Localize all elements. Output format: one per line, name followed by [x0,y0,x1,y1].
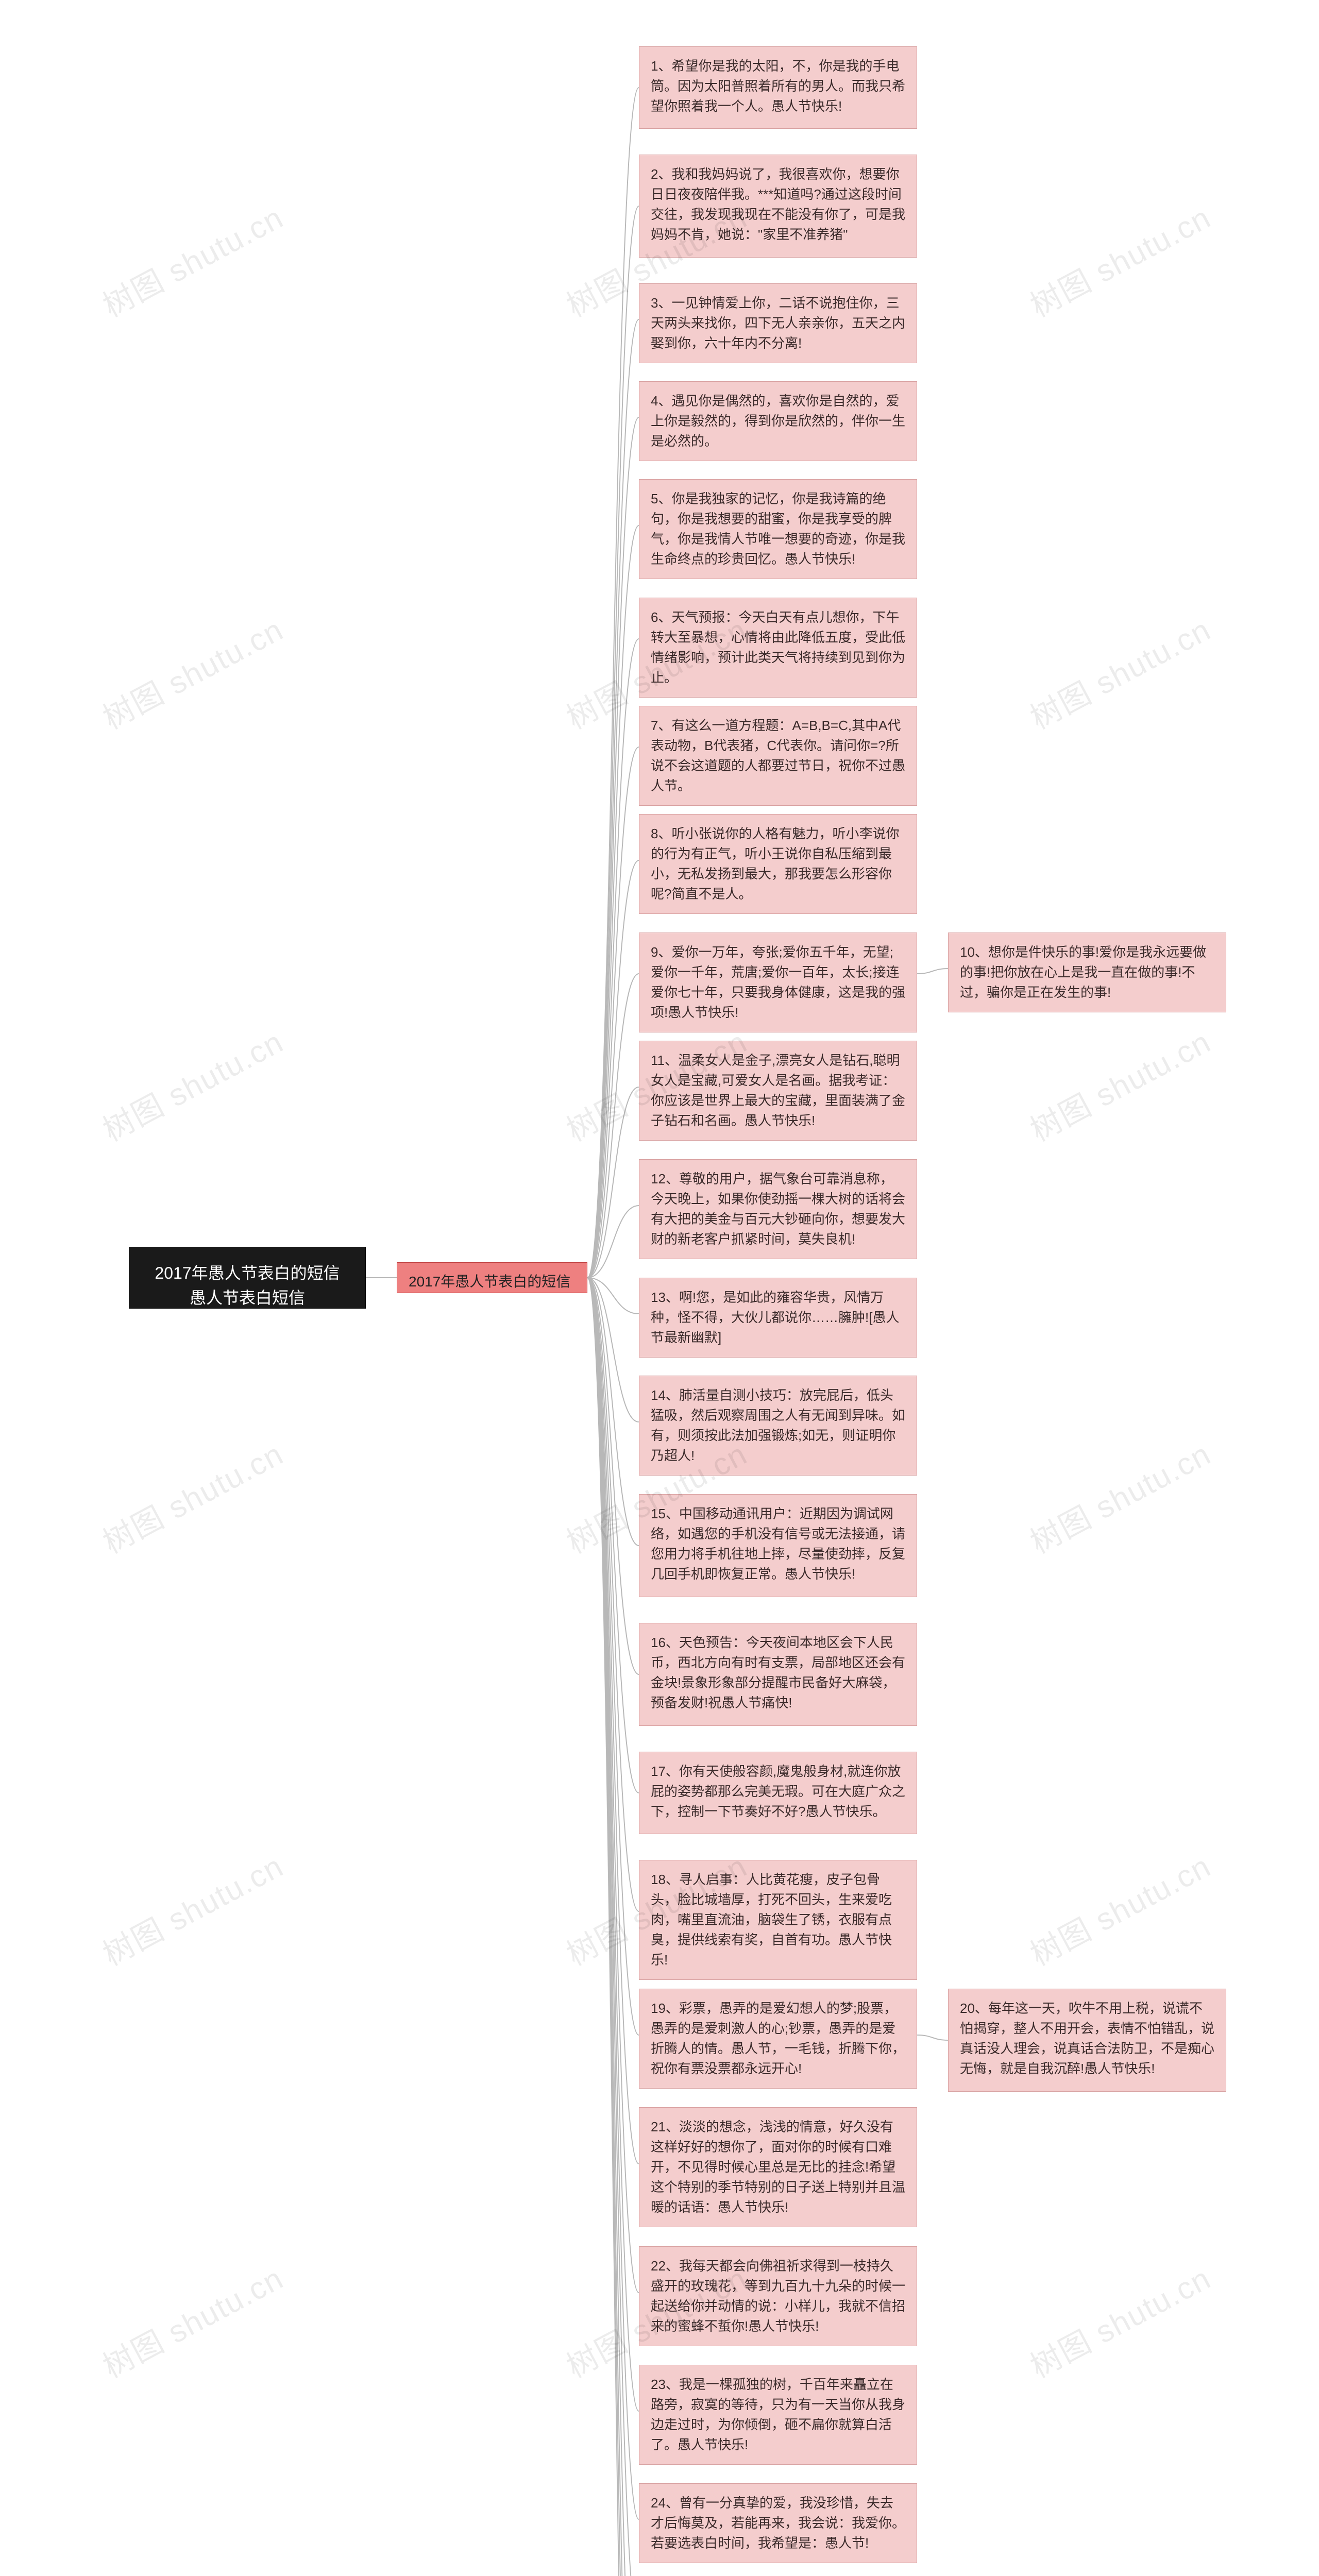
mindmap-canvas: 2017年愚人节表白的短信愚人节表白短信 2017年愚人节表白的短信 1、希望你… [0,0,1319,2576]
connector-path [587,1278,639,2576]
connector-path [587,974,639,1278]
connector-path [587,1278,639,2035]
connector-path [587,88,639,1278]
leaf-node[interactable]: 10、想你是件快乐的事!爱你是我永远要做的事!把你放在心上是我一直在做的事!不过… [948,933,1226,1012]
leaf-node[interactable]: 21、淡淡的想念，浅浅的情意，好久没有这样好好的想你了，面对你的时候有口难开，不… [639,2107,917,2227]
leaf-node[interactable]: 9、爱你一万年，夸张;爱你五千年，无望;爱你一千年，荒唐;爱你一百年，太长;接连… [639,933,917,1032]
level1-label: 2017年愚人节表白的短信 [409,1274,570,1290]
leaf-node[interactable]: 3、一见钟情爱上你，二话不说抱住你，三天两头来找你，四下无人亲亲你，五天之内娶到… [639,283,917,363]
leaf-text: 2、我和我妈妈说了，我很喜欢你，想要你日日夜夜陪伴我。***知道吗?通过这段时间… [651,166,905,242]
leaf-node[interactable]: 16、天色预告：今天夜间本地区会下人民币，西北方向有时有支票，局部地区还会有金块… [639,1623,917,1726]
leaf-text: 18、寻人启事：人比黄花瘦，皮子包骨头，脸比城墙厚，打死不回头，生来爱吃肉，嘴里… [651,1872,892,1968]
leaf-node[interactable]: 17、你有天使般容颜,魔鬼般身材,就连你放屁的姿势都那么完美无瑕。可在大庭广众之… [639,1752,917,1834]
leaf-text: 12、尊敬的用户，据气象台可靠消息称，今天晚上，如果你使劲摇一棵大树的话将会有大… [651,1171,905,1247]
leaf-text: 13、啊!您，是如此的雍容华贵，风情万种，怪不得，大伙儿都说你……臃肿![愚人节… [651,1290,899,1345]
connector-path [587,1278,639,1674]
leaf-text: 3、一见钟情爱上你，二话不说抱住你，三天两头来找你，四下无人亲亲你，五天之内娶到… [651,295,905,351]
connector-path [587,1278,639,1314]
connector-path [587,860,639,1278]
leaf-node[interactable]: 2、我和我妈妈说了，我很喜欢你，想要你日日夜夜陪伴我。***知道吗?通过这段时间… [639,155,917,258]
connector-path [587,1206,639,1278]
connector-path [587,1278,639,1911]
connector-path [587,1278,639,2411]
leaf-node[interactable]: 18、寻人启事：人比黄花瘦，皮子包骨头，脸比城墙厚，打死不回头，生来爱吃肉，嘴里… [639,1860,917,1980]
leaf-text: 14、肺活量自测小技巧：放完屁后，低头猛吸，然后观察周围之人有无闻到异味。如有，… [651,1387,905,1463]
connector-path [587,526,639,1278]
leaf-text: 1、希望你是我的太阳，不，你是我的手电筒。因为太阳普照着所有的男人。而我只希望你… [651,58,905,114]
leaf-node[interactable]: 24、曾有一分真挚的爱，我没珍惜，失去才后悔莫及，若能再来，我会说：我爱你。若要… [639,2483,917,2563]
connector-path [587,319,639,1278]
leaf-node[interactable]: 23、我是一棵孤独的树，千百年来矗立在路旁，寂寞的等待，只为有一天当你从我身边走… [639,2365,917,2465]
leaf-text: 19、彩票，愚弄的是爱幻想人的梦;股票，愚弄的是爱刺激人的心;钞票，愚弄的是爱折… [651,2001,905,2076]
leaf-text: 22、我每天都会向佛祖祈求得到一枝持久盛开的玫瑰花，等到九百九十九朵的时候一起送… [651,2258,905,2334]
leaf-node[interactable]: 15、中国移动通讯用户：近期因为调试网络，如遇您的手机没有信号或无法接通，请您用… [639,1494,917,1597]
connector-path [587,1278,639,1546]
leaf-text: 23、我是一棵孤独的树，千百年来矗立在路旁，寂寞的等待，只为有一天当你从我身边走… [651,2377,905,2452]
leaf-text: 6、天气预报：今天白天有点儿想你，下午转大至暴想，心情将由此降低五度，受此低情绪… [651,609,905,685]
root-label-line: 愚人节表白短信 [144,1285,351,1310]
leaf-text: 8、听小张说你的人格有魅力，听小李说你的行为有正气，听小王说你自私压缩到最小，无… [651,826,899,902]
leaf-node[interactable]: 4、遇见你是偶然的，喜欢你是自然的，爱上你是毅然的，得到你是欣然的，伴你一生是必… [639,381,917,461]
leaf-node[interactable]: 12、尊敬的用户，据气象台可靠消息称，今天晚上，如果你使劲摇一棵大树的话将会有大… [639,1159,917,1259]
leaf-node[interactable]: 11、温柔女人是金子,漂亮女人是钻石,聪明女人是宝藏,可爱女人是名画。据我考证：… [639,1041,917,1141]
connector-path [917,2035,948,2040]
connector-path [587,1278,639,2576]
leaf-node[interactable]: 20、每年这一天，吹牛不用上税，说谎不怕揭穿，整人不用开会，表情不怕错乱，说真话… [948,1989,1226,2092]
leaf-node[interactable]: 1、希望你是我的太阳，不，你是我的手电筒。因为太阳普照着所有的男人。而我只希望你… [639,46,917,129]
leaf-text: 16、天色预告：今天夜间本地区会下人民币，西北方向有时有支票，局部地区还会有金块… [651,1635,905,1710]
leaf-text: 5、你是我独家的记忆，你是我诗篇的绝句，你是我想要的甜蜜，你是我享受的脾气，你是… [651,491,905,567]
connector-path [587,1278,639,2519]
leaf-node[interactable]: 6、天气预报：今天白天有点儿想你，下午转大至暴想，心情将由此降低五度，受此低情绪… [639,598,917,698]
leaf-node[interactable]: 13、啊!您，是如此的雍容华贵，风情万种，怪不得，大伙儿都说你……臃肿![愚人节… [639,1278,917,1358]
leaf-node[interactable]: 22、我每天都会向佛祖祈求得到一枝持久盛开的玫瑰花，等到九百九十九朵的时候一起送… [639,2246,917,2346]
connector-path [587,206,639,1278]
leaf-text: 9、爱你一万年，夸张;爱你五千年，无望;爱你一千年，荒唐;爱你一百年，太长;接连… [651,944,905,1020]
leaf-node[interactable]: 14、肺活量自测小技巧：放完屁后，低头猛吸，然后观察周围之人有无闻到异味。如有，… [639,1376,917,1476]
connector-path [587,1278,639,1793]
leaf-node[interactable]: 7、有这么一道方程题：A=B,B=C,其中A代表动物，B代表猪，C代表你。请问你… [639,706,917,806]
level1-node[interactable]: 2017年愚人节表白的短信 [397,1262,587,1293]
connector-path [587,639,639,1278]
leaf-text: 24、曾有一分真挚的爱，我没珍惜，失去才后悔莫及，若能再来，我会说：我爱你。若要… [651,2495,905,2551]
connector-path [587,1278,639,2293]
leaf-text: 11、温柔女人是金子,漂亮女人是钻石,聪明女人是宝藏,可爱女人是名画。据我考证：… [651,1053,905,1128]
connector-path [917,969,948,974]
leaf-text: 7、有这么一道方程题：A=B,B=C,其中A代表动物，B代表猪，C代表你。请问你… [651,718,905,793]
leaf-text: 20、每年这一天，吹牛不用上税，说谎不怕揭穿，整人不用开会，表情不怕错乱，说真话… [960,2001,1214,2076]
leaf-text: 10、想你是件快乐的事!爱你是我永远要做的事!把你放在心上是我一直在做的事!不过… [960,944,1206,1000]
leaf-text: 4、遇见你是偶然的，喜欢你是自然的，爱上你是毅然的，得到你是欣然的，伴你一生是必… [651,393,905,449]
connector-path [587,1278,639,2164]
leaf-text: 21、淡淡的想念，浅浅的情意，好久没有这样好好的想你了，面对你的时候有口难开，不… [651,2119,905,2215]
connector-path [587,1278,639,2576]
connector-path [587,417,639,1278]
leaf-node[interactable]: 5、你是我独家的记忆，你是我诗篇的绝句，你是我想要的甜蜜，你是我享受的脾气，你是… [639,479,917,579]
leaf-node[interactable]: 8、听小张说你的人格有魅力，听小李说你的行为有正气，听小王说你自私压缩到最小，无… [639,814,917,914]
root-label-line: 2017年愚人节表白的短信 [144,1261,351,1285]
connector-path [587,747,639,1278]
connector-path [587,1278,639,1422]
connector-path [587,1278,639,2576]
leaf-node[interactable]: 19、彩票，愚弄的是爱幻想人的梦;股票，愚弄的是爱刺激人的心;钞票，愚弄的是爱折… [639,1989,917,2089]
connector-path [587,1087,639,1278]
leaf-text: 15、中国移动通讯用户：近期因为调试网络，如遇您的手机没有信号或无法接通，请您用… [651,1506,905,1582]
connector-path [587,1278,639,2576]
root-node[interactable]: 2017年愚人节表白的短信愚人节表白短信 [129,1247,366,1309]
leaf-text: 17、你有天使般容颜,魔鬼般身材,就连你放屁的姿势都那么完美无瑕。可在大庭广众之… [651,1764,905,1819]
